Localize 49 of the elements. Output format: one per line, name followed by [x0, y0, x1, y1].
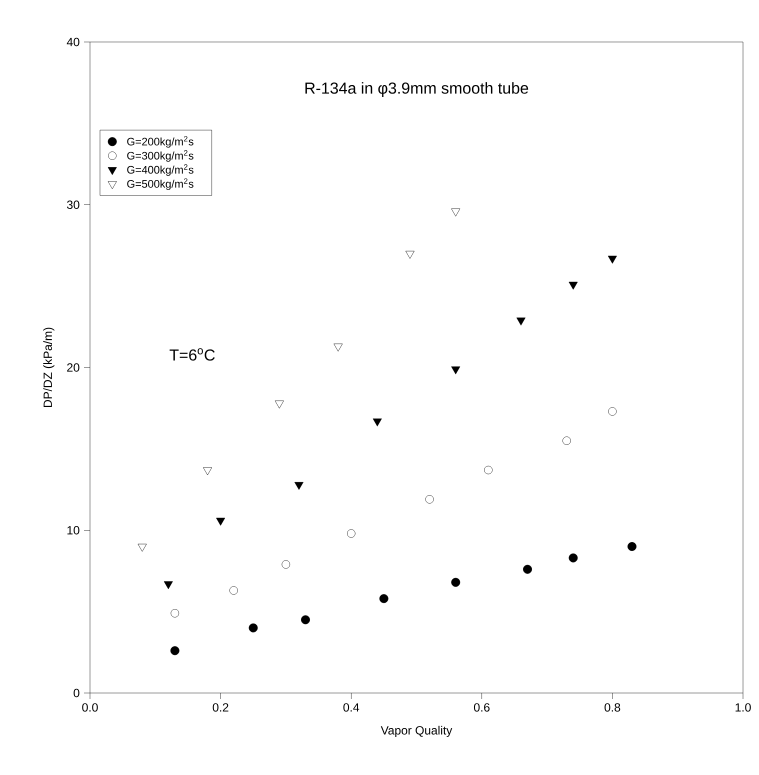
y-tick-label: 20	[67, 363, 80, 372]
point	[608, 407, 617, 416]
x-tick-label: 0.2	[212, 703, 228, 712]
point	[372, 418, 382, 426]
legend-label: G=500kg/m$^{2}$s	[127, 178, 194, 190]
x-tick-label: 0.0	[82, 703, 98, 712]
point	[451, 366, 460, 374]
point	[562, 436, 571, 445]
x-tick-label: 0.6	[474, 703, 490, 712]
x-tick-label: 1.0	[736, 703, 751, 712]
point	[516, 318, 526, 326]
x-tick-label: 0.4	[343, 703, 360, 712]
point	[451, 208, 460, 216]
x-axis-title: Vapor Quality	[380, 726, 452, 737]
point	[170, 609, 180, 618]
point	[347, 529, 356, 538]
point	[138, 544, 147, 552]
point	[203, 467, 212, 476]
point	[229, 586, 238, 595]
point	[451, 578, 460, 587]
y-tick-label: 0	[74, 688, 80, 698]
point	[405, 250, 414, 259]
point	[170, 646, 180, 656]
point	[274, 400, 284, 408]
point	[425, 495, 434, 504]
y-tick-label: 30	[66, 200, 80, 209]
annotation: T=6$^{o}$C	[170, 348, 215, 361]
point	[484, 466, 493, 474]
point	[628, 542, 636, 552]
point	[523, 564, 532, 574]
point	[216, 518, 226, 526]
y-axis-title: DP/DZ (kPa/m)	[43, 328, 54, 408]
point	[568, 282, 578, 290]
point	[608, 256, 617, 264]
point	[164, 581, 173, 590]
y-tick-label: 10	[67, 526, 80, 534]
point	[294, 482, 304, 490]
y-tick-label: 40	[66, 38, 80, 46]
legend-label: G=400kg/m$^{2}$s	[127, 164, 194, 176]
legend-label: G=300kg/m$^{2}$s	[127, 150, 194, 162]
point	[568, 553, 578, 562]
x-tick-label: 0.8	[604, 703, 620, 712]
point	[282, 560, 290, 569]
point	[379, 594, 388, 604]
point	[334, 344, 343, 352]
point	[301, 615, 310, 624]
legend-label: G=200kg/m$^{2}$s	[127, 136, 194, 148]
text: R-134a in φ3.9mm smooth tube	[305, 82, 528, 97]
point	[248, 623, 258, 632]
